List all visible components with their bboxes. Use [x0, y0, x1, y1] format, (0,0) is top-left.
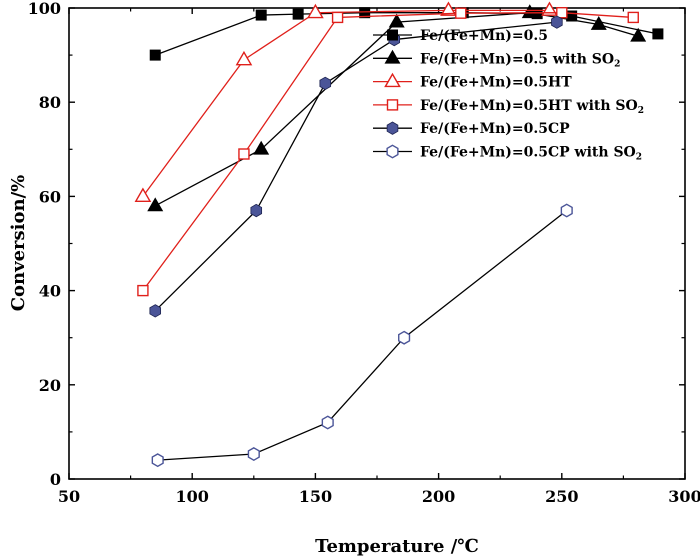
data-point — [590, 15, 607, 30]
series-3 — [134, 1, 558, 202]
legend-label: Fe/(Fe+Mn)=0.5HT — [420, 75, 572, 91]
legend-label: Fe/(Fe+Mn)=0.5HT with SO2 — [420, 98, 644, 116]
data-point — [250, 203, 263, 218]
x-tick-label: 200 — [422, 487, 455, 506]
data-point — [307, 3, 324, 19]
legend-label: Fe/(Fe+Mn)=0.5CP with SO2 — [420, 145, 642, 163]
legend-marker — [387, 29, 398, 41]
legend-marker — [384, 49, 401, 64]
plot-frame — [68, 7, 686, 480]
legend-entry-4: Fe/(Fe+Mn)=0.5HT with SO2 — [373, 98, 644, 116]
x-tick-label: 150 — [299, 487, 332, 506]
series-6 — [151, 203, 573, 468]
x-axis-title: Temperature /℃ — [315, 536, 479, 557]
legend-marker — [386, 144, 399, 159]
data-point — [551, 15, 563, 29]
legend-marker — [384, 72, 401, 88]
legend-label: Fe/(Fe+Mn)=0.5 with SO2 — [420, 51, 620, 69]
data-point — [321, 415, 334, 430]
y-tick-label: 0 — [50, 470, 61, 489]
data-point — [627, 11, 639, 24]
x-tick-label: 100 — [175, 487, 208, 506]
data-point — [560, 203, 573, 218]
x-tick-label: 250 — [545, 487, 578, 506]
data-point — [137, 284, 149, 297]
y-tick-label: 40 — [39, 282, 61, 301]
data-point — [149, 304, 162, 318]
legend-entry-3: Fe/(Fe+Mn)=0.5HT — [373, 72, 572, 91]
data-point — [235, 50, 253, 66]
legend-label: Fe/(Fe+Mn)=0.5CP — [420, 121, 570, 137]
data-point — [292, 8, 304, 20]
series-line — [142, 12, 634, 291]
data-point — [331, 11, 344, 24]
series-line — [155, 12, 659, 56]
axis-ticks: 50 100 150 200 250 300 0 20 40 60 80 100 — [28, 0, 700, 506]
data-point — [247, 447, 260, 462]
legend-label: Fe/(Fe+Mn)=0.5 — [420, 28, 548, 44]
data-point — [630, 27, 647, 42]
data-point — [253, 140, 270, 155]
data-point — [319, 76, 332, 91]
data-point — [134, 187, 152, 202]
data-point — [359, 7, 371, 19]
series-4 — [137, 7, 639, 297]
x-tick-label: 50 — [58, 487, 80, 506]
data-point — [151, 453, 164, 468]
data-point — [238, 148, 250, 160]
legend-marker — [386, 121, 399, 135]
data-point — [149, 49, 161, 61]
y-tick-label: 60 — [39, 187, 61, 206]
data-point — [255, 9, 267, 21]
data-point — [521, 4, 538, 19]
data-point — [398, 330, 411, 345]
legend-entry-2: Fe/(Fe+Mn)=0.5 with SO2 — [373, 49, 620, 69]
legend-entry-5: Fe/(Fe+Mn)=0.5CP — [373, 121, 570, 137]
y-tick-label: 100 — [28, 0, 61, 18]
data-point — [652, 28, 664, 40]
data-point — [440, 1, 457, 16]
data-point — [556, 7, 568, 19]
x-tick-label: 300 — [668, 487, 700, 506]
series-layer — [134, 1, 664, 468]
legend-entry-1: Fe/(Fe+Mn)=0.5 — [373, 28, 548, 44]
legend: Fe/(Fe+Mn)=0.5 Fe/(Fe+Mn)=0.5 with SO2 Fe/… — [373, 28, 644, 163]
y-tick-label: 80 — [39, 93, 61, 112]
data-point — [147, 197, 164, 212]
legend-marker — [386, 99, 399, 111]
data-point — [455, 7, 467, 19]
plot-border — [68, 7, 686, 480]
data-point — [388, 13, 405, 28]
y-axis-title: Conversion/% — [8, 175, 29, 312]
y-tick-label: 20 — [39, 376, 61, 395]
legend-entry-6: Fe/(Fe+Mn)=0.5CP with SO2 — [373, 144, 642, 163]
